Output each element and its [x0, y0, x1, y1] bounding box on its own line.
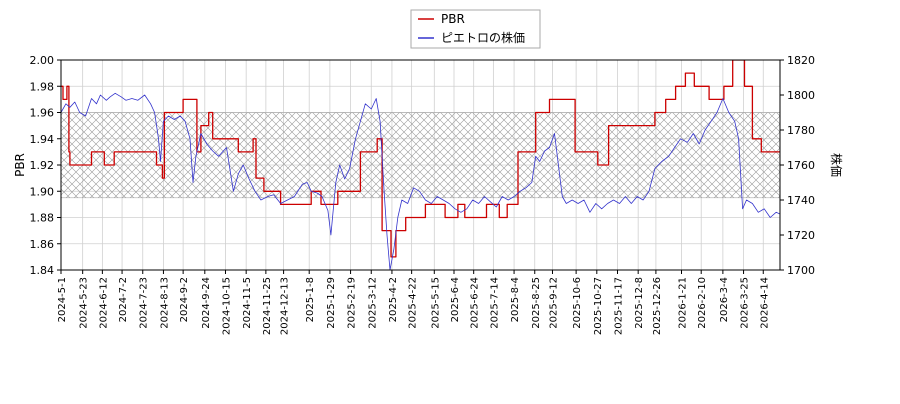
y-right-tick-label: 1780 — [787, 124, 815, 137]
y-left-tick-label: 1.92 — [30, 159, 55, 172]
x-tick-label: 2026-3-4 — [719, 277, 730, 322]
x-tick-label: 2025-4-22 — [408, 277, 419, 329]
y-right-label: 株価 — [829, 153, 844, 177]
x-tick-label: 2026-4-14 — [759, 277, 770, 329]
x-tick-label: 2025-12-8 — [634, 277, 645, 329]
x-tick-label: 2024-12-13 — [280, 277, 291, 335]
pbr-series-line — [61, 60, 780, 258]
x-tick-label: 2025-2-19 — [347, 277, 358, 329]
x-tick-label: 2025-1-8 — [305, 277, 316, 322]
x-tick-label: 2026-2-10 — [697, 277, 708, 329]
x-tick-label: 2025-9-12 — [548, 277, 559, 329]
legend-label-price: ピエトロの株価 — [441, 30, 525, 45]
x-tick-label: 2024-5-1 — [57, 277, 68, 322]
x-tick-label: 2026-1-21 — [678, 277, 689, 329]
x-tick-label: 2024-10-15 — [221, 277, 232, 335]
y-left-label: PBR — [13, 153, 27, 177]
y-left-tick-label: 1.94 — [30, 133, 55, 146]
x-tick-label: 2025-1-29 — [326, 277, 337, 329]
x-tick-label: 2024-11-25 — [262, 277, 273, 335]
x-tick-label: 2025-6-4 — [450, 277, 461, 322]
x-tick-label: 2024-9-2 — [179, 277, 190, 322]
y-right-tick-label: 1760 — [787, 159, 815, 172]
x-tick-label: 2025-6-24 — [470, 277, 481, 329]
x-tick-label: 2024-6-12 — [98, 277, 109, 329]
legend-label-pbr: PBR — [441, 12, 465, 26]
legend-box — [410, 9, 541, 49]
y-right-tick-label: 1720 — [787, 229, 815, 242]
x-tick-label: 2025-8-4 — [510, 277, 521, 322]
x-tick-label: 2025-8-25 — [531, 277, 542, 329]
series-layer — [61, 60, 780, 270]
x-tick-label: 2024-5-23 — [79, 277, 90, 329]
y-left-tick-label: 1.88 — [30, 212, 55, 225]
x-tick-label: 2024-8-13 — [159, 277, 170, 329]
x-tick-label: 2024-11-5 — [242, 277, 253, 329]
x-tick-label: 2025-10-6 — [572, 277, 583, 329]
legend: PBR ピエトロの株価 — [410, 9, 541, 49]
x-tick-label: 2025-5-15 — [430, 277, 441, 329]
y-left-tick-label: 2.00 — [30, 54, 55, 67]
x-tick-label: 2026-3-25 — [740, 277, 751, 329]
x-tick-label: 2024-9-24 — [201, 277, 212, 329]
x-tick-label: 2024-7-2 — [118, 277, 129, 322]
y-left-tick-label: 1.98 — [30, 80, 55, 93]
x-tick-label: 2025-12-26 — [652, 277, 663, 335]
x-tick-label: 2025-7-14 — [489, 277, 500, 329]
y-right-tick-label: 1820 — [787, 54, 815, 67]
left-axis: 1.84 1.86 1.88 1.90 1.92 1.94 1.96 1.98 2.00 — [30, 54, 61, 277]
x-tick-label: 2025-4-2 — [388, 277, 399, 322]
stock-price-series-line — [61, 92, 780, 270]
right-axis: 1700 1720 1740 1760 1780 1800 1820 — [780, 54, 815, 277]
y-left-tick-label: 1.96 — [30, 107, 55, 120]
y-right-tick-label: 1740 — [787, 194, 815, 207]
y-left-tick-label: 1.90 — [30, 185, 55, 198]
hatched-band — [60, 112, 781, 199]
y-right-tick-label: 1800 — [787, 89, 815, 102]
y-right-tick-label: 1700 — [787, 264, 815, 277]
x-tick-label: 2025-11-17 — [613, 277, 624, 335]
x-tick-label: 2025-10-27 — [593, 277, 604, 335]
x-tick-label: 2024-7-23 — [139, 277, 150, 329]
y-left-tick-label: 1.86 — [30, 238, 55, 251]
x-tick-label: 2025-3-12 — [367, 277, 378, 329]
x-axis: 2024-5-1 2024-5-23 2024-6-12 2024-7-2 2024-7… — [57, 270, 770, 335]
y-left-tick-label: 1.84 — [30, 264, 55, 277]
